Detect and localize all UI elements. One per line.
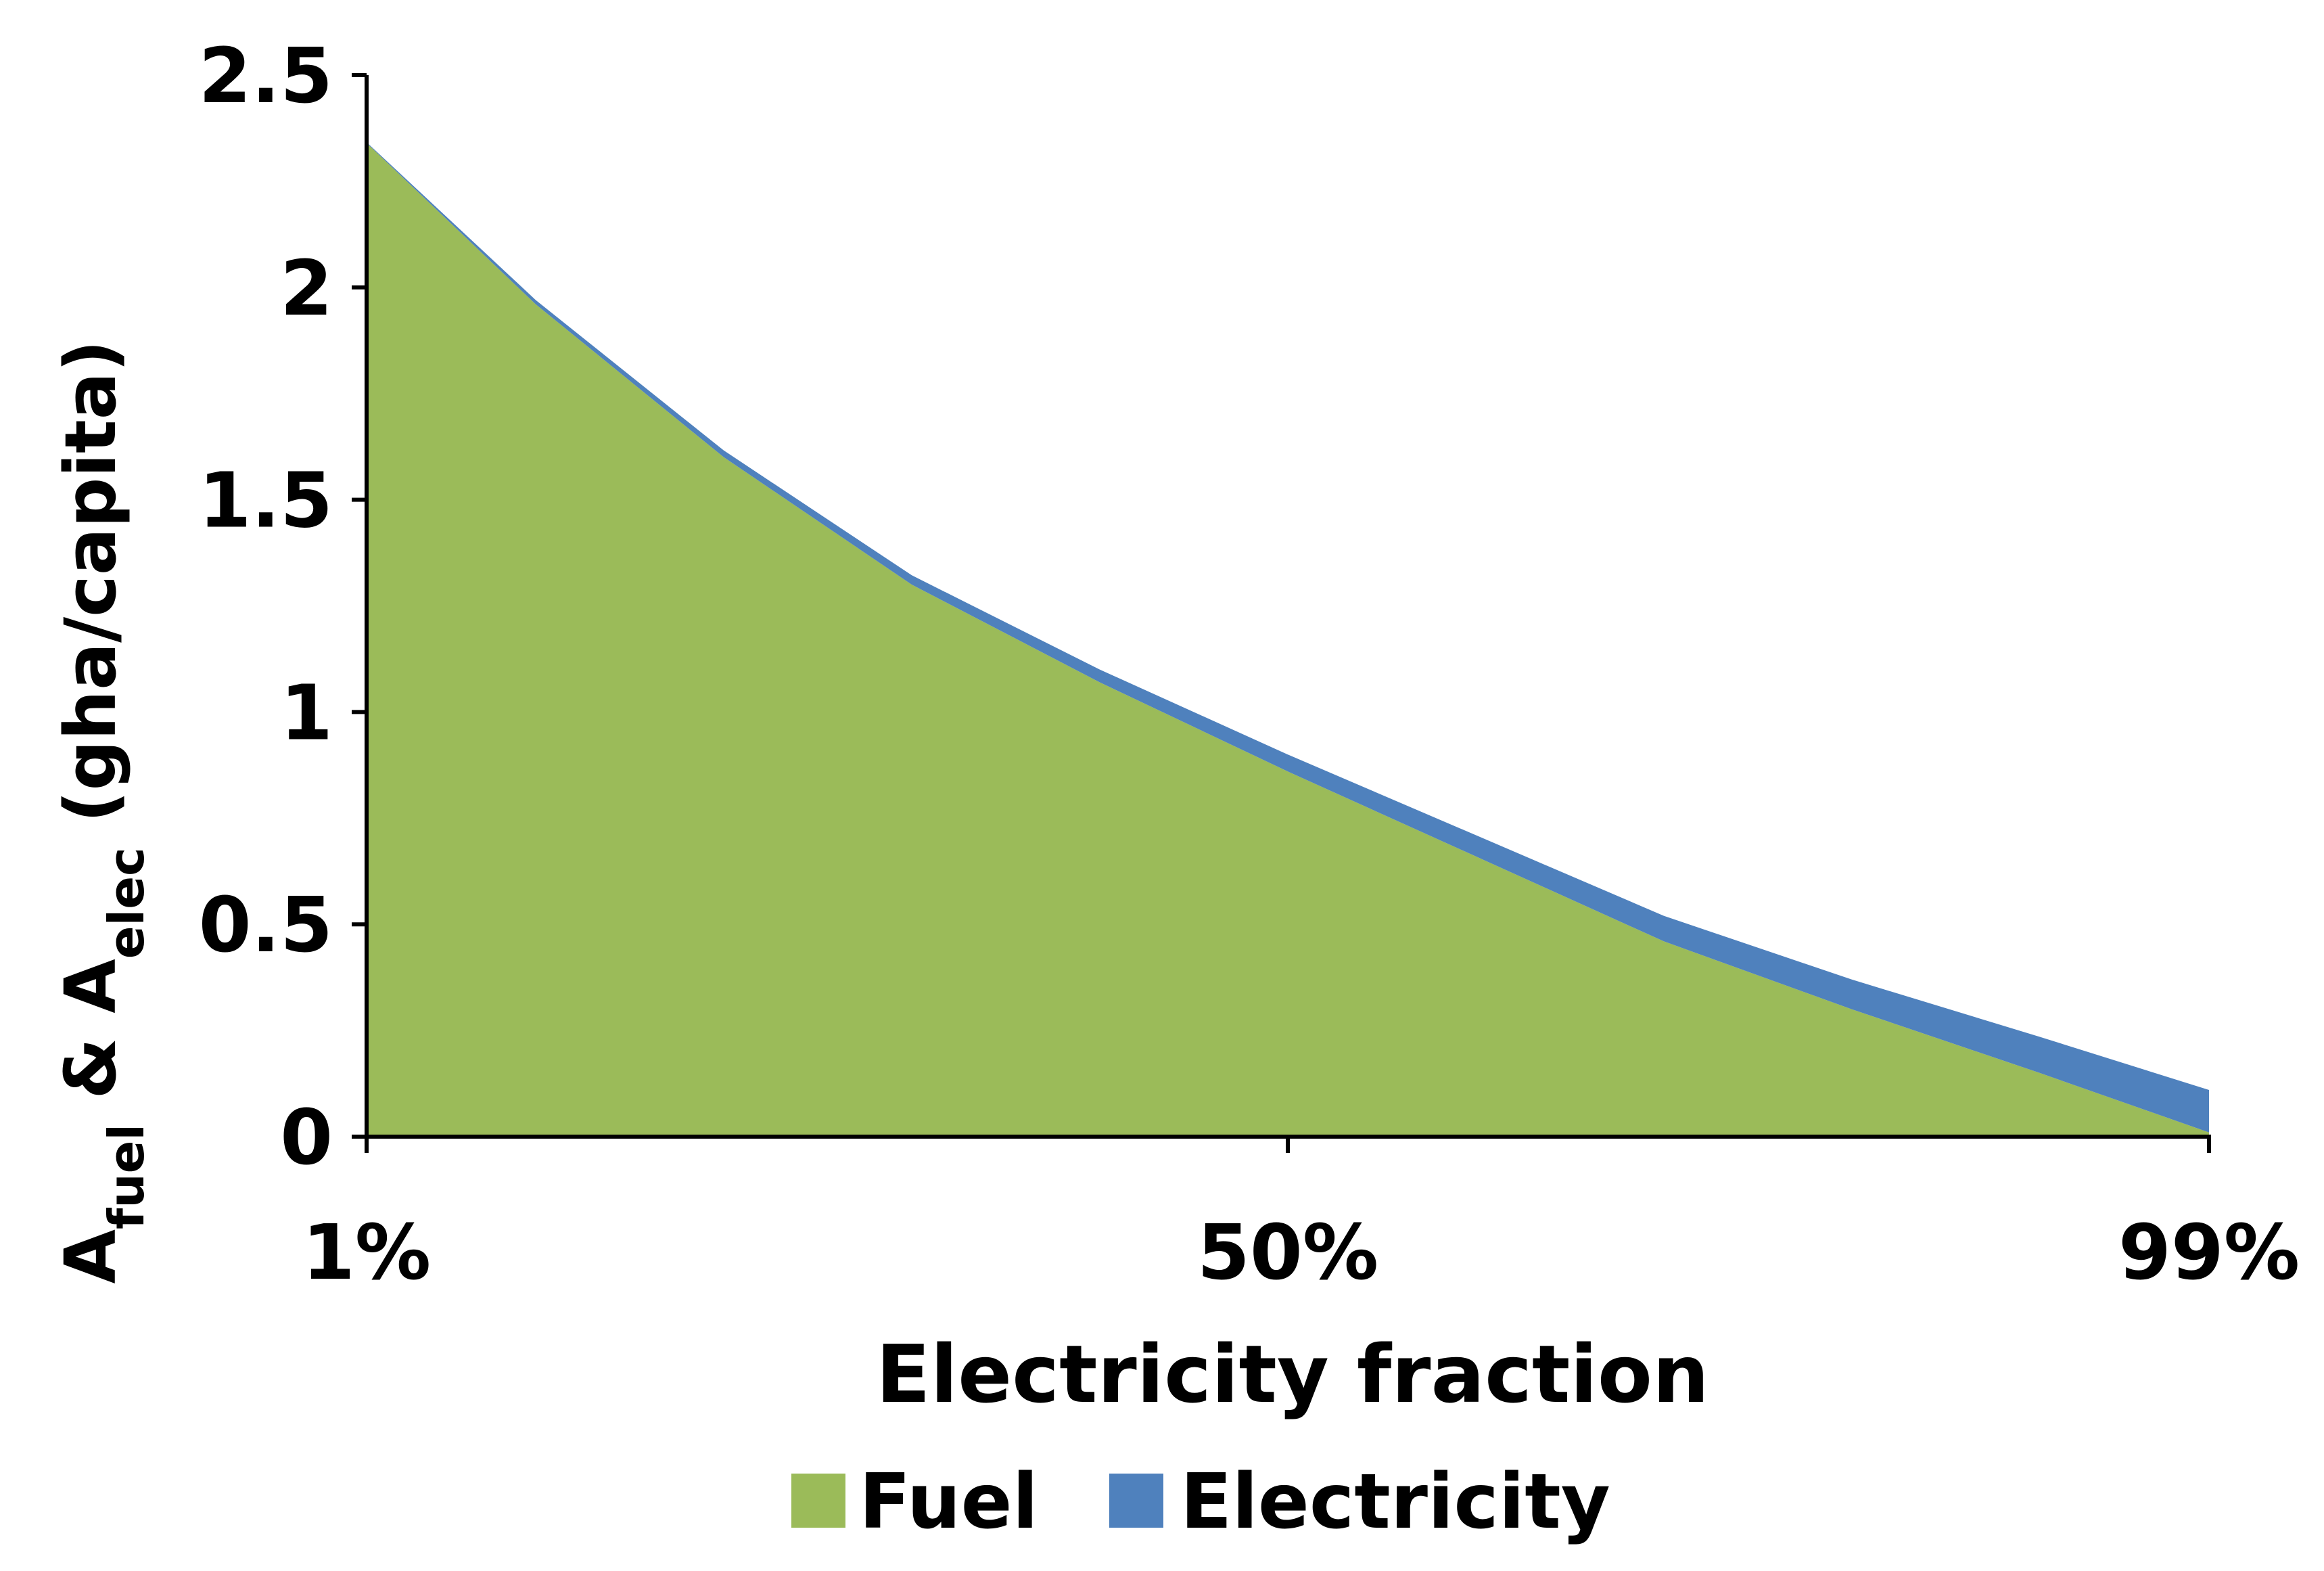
legend: Fuel Electricity: [791, 1458, 1610, 1546]
plot-areas: [367, 142, 2209, 1137]
legend-swatch-fuel: [791, 1474, 845, 1528]
legend-label-fuel: Fuel: [859, 1458, 1038, 1546]
area-fuel: [367, 143, 2209, 1137]
y-tick-label: 2.5: [199, 32, 333, 120]
y-tick-label: 0: [280, 1094, 333, 1182]
y-tick-label: 1: [280, 669, 333, 757]
x-axis-title: Electricity fraction: [876, 1327, 1709, 1421]
y-axis-ticks: 0 0.5 1 1.5 2 2.5: [199, 32, 367, 1182]
legend-label-electricity: Electricity: [1180, 1458, 1610, 1546]
x-tick-label: 1%: [302, 1209, 431, 1297]
x-tick-label: 99%: [2118, 1209, 2300, 1297]
legend-swatch-electricity: [1109, 1474, 1163, 1528]
x-tick-label: 50%: [1197, 1209, 1378, 1297]
y-tick-label: 2: [280, 245, 333, 333]
y-tick-label: 1.5: [199, 457, 333, 545]
y-tick-label: 0.5: [199, 882, 333, 970]
area-electricity: [367, 142, 2209, 1133]
x-axis-ticks: 1% 50% 99%: [302, 1137, 2300, 1297]
y-axis-title: Afuel & Aelec (gha/capita): [49, 340, 155, 1284]
